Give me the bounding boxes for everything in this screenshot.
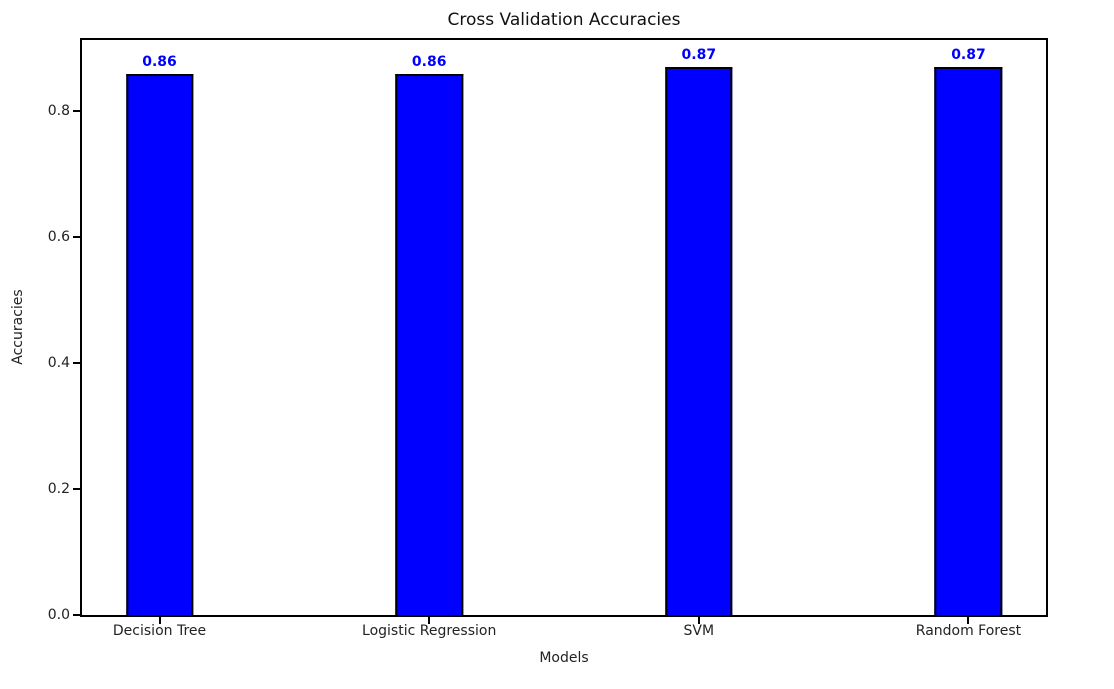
y-tick-mark (73, 614, 80, 616)
bar-value-label: 0.86 (142, 53, 177, 70)
x-tick-mark (697, 617, 700, 624)
bar-value-label: 0.87 (951, 47, 986, 64)
x-tick-label: Logistic Regression (362, 623, 497, 639)
x-tick-label: Random Forest (915, 623, 1022, 639)
y-tick-label: 0.4 (47, 355, 70, 372)
x-tick-mark (967, 617, 970, 624)
y-axis-label: Accuracies (10, 289, 26, 365)
y-tick-label: 0.8 (47, 103, 70, 120)
x-tick-label: SVM (683, 623, 715, 639)
y-tick-label: 0.2 (47, 481, 70, 498)
y-tick-label: 0.6 (47, 229, 70, 246)
plot-area: 0.0 0.2 0.4 0.6 0.8 0.86 Decision Tree 0.86 Logi… (48, 38, 1048, 639)
x-tick-mark (428, 617, 431, 624)
bar (934, 67, 1003, 615)
x-axis-label: Models (539, 650, 589, 666)
y-tick-mark (73, 236, 80, 239)
chart-title: Cross Validation Accuracies (447, 10, 681, 30)
bar-value-label: 0.86 (411, 53, 447, 70)
bar (665, 67, 733, 615)
x-tick-mark (158, 617, 161, 624)
bar (395, 73, 463, 615)
y-tick-mark (73, 110, 80, 113)
y-tick-label: 0.0 (47, 607, 70, 623)
y-tick-mark (73, 488, 80, 491)
bar-value-label: 0.87 (681, 47, 717, 64)
bar (125, 73, 194, 615)
y-tick-mark (73, 362, 80, 365)
x-tick-label: Decision Tree (112, 623, 207, 639)
